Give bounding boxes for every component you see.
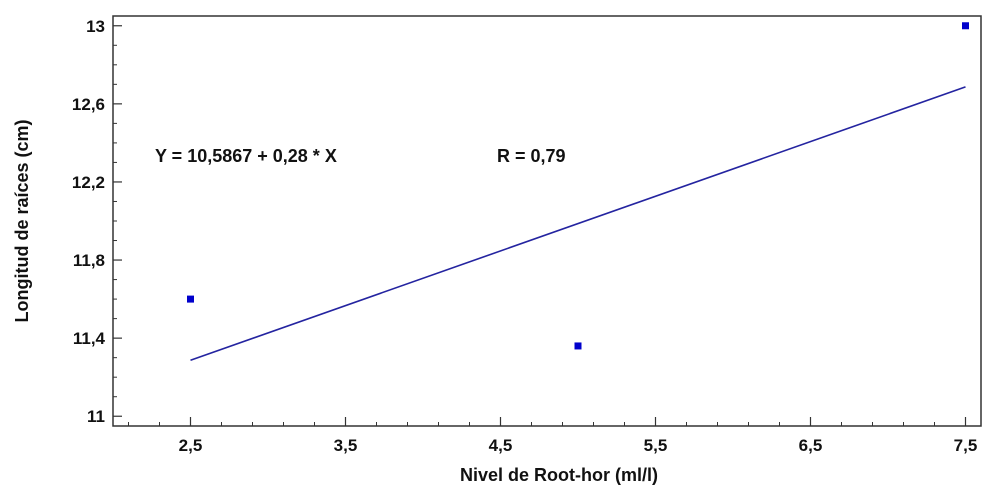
- x-tick-label: 2,5: [179, 436, 203, 455]
- y-tick-label: 13: [86, 17, 105, 36]
- ticks: 2,5 3,5 4,5 5,5 6,5 7,5 11 11,4 11,8 12,2 12,6 13: [72, 17, 977, 455]
- plot-frame: [112, 15, 982, 427]
- regression-line: [190, 86, 966, 362]
- y-tick-label: 11,4: [73, 329, 106, 348]
- x-tick-label: 5,5: [644, 436, 668, 455]
- data-point: [187, 295, 194, 303]
- y-tick-label: 11: [87, 407, 105, 426]
- y-tick-label: 12,2: [72, 173, 105, 192]
- data-point: [962, 22, 969, 30]
- y-axis-title: Longitud de raíces (cm): [12, 119, 32, 322]
- x-tick-label: 7,5: [954, 436, 978, 455]
- y-tick-label: 12,6: [72, 95, 105, 114]
- data-points: [187, 22, 969, 350]
- regression-line-group: [190, 86, 966, 362]
- y-tick-label: 11,8: [73, 251, 105, 270]
- equation-annotation: Y = 10,5867 + 0,28 * X: [155, 146, 337, 166]
- x-tick-label: 6,5: [799, 436, 823, 455]
- r-annotation: R = 0,79: [497, 146, 566, 166]
- x-axis-title: Nivel de Root-hor (ml/l): [460, 465, 658, 485]
- x-tick-label: 4,5: [489, 436, 513, 455]
- x-tick-label: 3,5: [334, 436, 358, 455]
- data-point: [574, 342, 582, 350]
- axes: [112, 15, 982, 427]
